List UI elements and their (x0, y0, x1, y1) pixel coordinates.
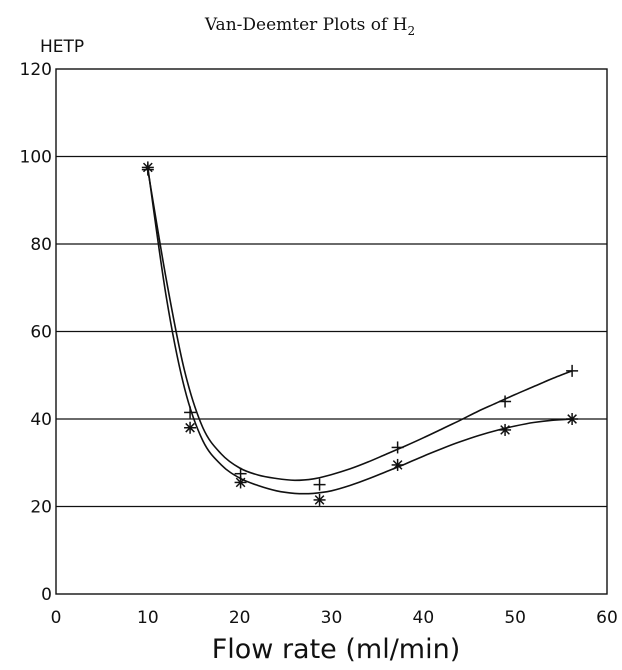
series-1-curve (147, 169, 573, 482)
x-tick-labels: 0 10 20 30 40 50 60 (51, 608, 618, 628)
series-1-point-6 (499, 395, 512, 408)
plot-frame (55, 68, 608, 595)
chart-title-subscript: 2 (408, 24, 416, 38)
x-axis-label: Flow rate (ml/min) (212, 634, 461, 665)
x-tick-50: 50 (504, 608, 526, 628)
x-tick-0: 0 (51, 608, 62, 628)
x-tick-20: 20 (229, 608, 251, 628)
series-2-curve (147, 167, 573, 495)
series (141, 161, 579, 506)
series-2-asterisk (141, 161, 579, 506)
y-tick-80: 80 (30, 235, 52, 255)
series-2-point-3 (234, 476, 247, 489)
series-2-point-2 (184, 421, 197, 434)
x-tick-30: 30 (321, 608, 343, 628)
series-2-point-5 (391, 458, 404, 471)
gridlines (56, 155, 607, 508)
x-tick-60: 60 (596, 608, 618, 628)
y-axis-label: HETP (40, 37, 84, 57)
x-tick-10: 10 (137, 608, 159, 628)
series-2-point-1 (141, 161, 154, 174)
chart-title: Van-Deemter Plots of H2 (204, 15, 415, 38)
y-tick-0: 0 (41, 585, 52, 605)
series-2-point-7 (566, 413, 579, 425)
y-tick-20: 20 (30, 498, 52, 518)
y-tick-60: 60 (30, 323, 52, 343)
series-1-plus (141, 163, 579, 491)
y-tick-120: 120 (20, 60, 52, 80)
y-tick-100: 100 (20, 148, 52, 168)
y-tick-labels: 0 20 40 60 80 100 120 (20, 60, 52, 605)
y-tick-40: 40 (30, 410, 52, 430)
series-1-point-5 (391, 441, 404, 454)
series-2-point-4 (313, 493, 326, 506)
series-1-point-7 (566, 364, 579, 377)
x-tick-40: 40 (413, 608, 435, 628)
chart-title-main: Van-Deemter Plots of H (204, 15, 408, 35)
series-2-point-6 (499, 423, 512, 436)
series-1-point-4 (313, 478, 326, 491)
